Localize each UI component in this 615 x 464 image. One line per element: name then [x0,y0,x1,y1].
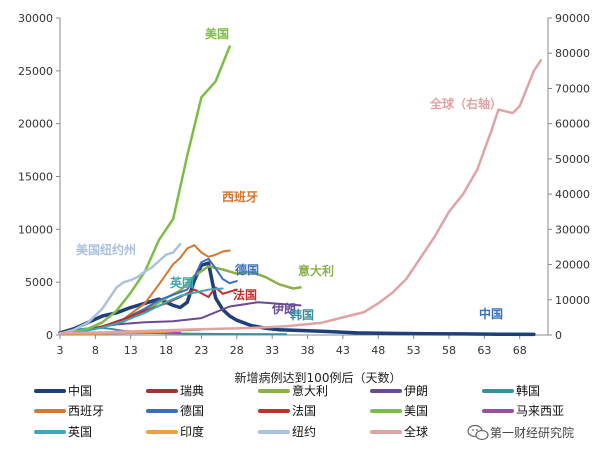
series-line-global [58,59,543,335]
x-tick-label: 18 [159,344,173,357]
x-tick-label: 28 [230,344,244,357]
annotation-global: 全球（右轴） [429,96,502,111]
x-tick-label: 43 [336,344,350,357]
series-line-china [58,261,536,337]
y-right-tick-label: 90000 [555,12,590,25]
y-left-tick-label: 0 [46,329,53,342]
y-right-tick-label: 40000 [555,188,590,201]
x-tick-label: 33 [265,344,279,357]
legend-label-iran: 伊朗 [404,384,428,398]
axes: 0 5000 10000 15000 20000 25000 30000 0 10000 2000… [18,12,590,357]
series-layer [58,45,543,337]
legend-label-usa: 美国 [404,404,428,418]
y-left-tick-label: 20000 [18,118,53,131]
wechat-icon [467,424,489,441]
x-tick-label: 3 [57,344,64,357]
x-tick-label: 23 [194,344,208,357]
y-right-tick-label: 70000 [555,82,590,95]
legend-label-china: 中国 [68,383,92,398]
annotation-germany: 德国 [235,262,259,277]
y-right-tick-label: 80000 [555,47,590,60]
watermark: 第一财经研究院 [467,424,574,441]
y-right-tick-label: 10000 [555,294,590,307]
y-right-tick-label: 30000 [555,223,590,236]
legend-label-korea: 韩国 [516,383,540,398]
y-right-tick-label: 20000 [555,259,590,272]
legend-label-spain: 西班牙 [68,404,104,418]
x-tick-label: 63 [477,344,491,357]
legend-label-italy: 意大利 [292,383,328,398]
annotation-spain: 西班牙 [222,189,258,204]
y-left-tick-label: 30000 [18,12,53,25]
annotation-china: 中国 [479,306,503,321]
x-tick-label: 58 [442,344,456,357]
legend-label-uk: 英国 [68,425,92,439]
legend-label-nyc: 纽约 [292,424,316,439]
annotation-italy: 意大利 [298,263,334,278]
series-line-france [59,286,238,335]
y-right-tick-label: 60000 [555,118,590,131]
annotation-usa: 美国 [205,26,229,41]
legend-label-sweden: 瑞典 [180,384,204,398]
x-tick-label: 68 [513,344,527,357]
y-left-tick-label: 10000 [18,223,53,236]
annotation-france: 法国 [233,287,257,302]
series-line-nyc [58,242,182,336]
y-left-tick-label: 15000 [18,171,53,184]
legend-label-global: 全球 [404,424,428,439]
x-tick-label: 13 [124,344,138,357]
x-tick-label: 53 [407,344,421,357]
watermark-text: 第一财经研究院 [490,425,574,440]
annotation-nyc: 美国纽约州 [76,242,136,257]
legend-label-india: 印度 [180,424,204,439]
annotation-iran: 伊朗 [271,301,296,316]
x-tick-label: 38 [301,344,315,357]
annotation-korea: 韩国 [290,307,314,322]
x-tick-label: 48 [371,344,385,357]
x-axis-title: 新增病例达到100例后（天数） [235,370,402,385]
series-line-uk [59,287,224,335]
y-left-tick-label: 5000 [25,276,53,289]
legend-label-france: 法国 [292,404,316,418]
y-right-tick-label: 0 [555,329,562,342]
legend-label-germany: 德国 [180,403,204,418]
annotation-uk: 英国 [170,275,194,290]
x-tick-label: 8 [92,344,99,357]
y-left-tick-label: 25000 [18,65,53,78]
legend-label-malaysia: 马来西亚 [516,404,564,418]
y-right-tick-label: 50000 [555,153,590,166]
